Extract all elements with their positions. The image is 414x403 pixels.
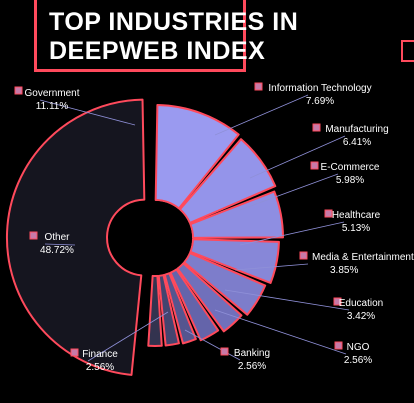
legend-marker-education [333, 297, 342, 306]
slice-value-e-commerce: 5.98% [336, 175, 364, 186]
legend-marker-government [14, 86, 23, 95]
title-frame: TOP INDUSTRIES IN DEEPWEB INDEX [34, 0, 298, 72]
donut-hole [118, 201, 192, 275]
slices-layer [5, 98, 284, 376]
leader-line-e-commerce [239, 173, 339, 211]
slice-label-other: Other [44, 232, 70, 243]
slice-value-manufacturing: 6.41% [343, 137, 371, 148]
slice-value-banking: 2.56% [238, 361, 266, 372]
leader-line-government [39, 99, 136, 126]
slice-e-commerce [189, 238, 280, 284]
slice-finance [147, 274, 163, 348]
slice-label-finance: Finance [82, 349, 118, 360]
slice-value-education: 3.42% [347, 311, 375, 322]
decorative-corner-frame [401, 40, 414, 62]
legend-marker-media-entertainment [299, 251, 308, 260]
leader-line-manufacturing [249, 135, 346, 179]
slice-label-ngo: NGO [347, 342, 370, 353]
slice-ngo [163, 272, 197, 345]
legend-marker-banking [220, 347, 229, 356]
legend-marker-manufacturing [312, 123, 321, 132]
slice-value-government: 11.11% [36, 101, 69, 112]
slice-value-finance: 2.56% [86, 362, 114, 373]
slice-label-media-entertainment: Media & Entertainment [312, 252, 414, 263]
slice-value-other: 48.72% [40, 245, 74, 256]
chart-title-line-1: TOP INDUSTRIES IN [49, 8, 299, 36]
leader-line-education [224, 289, 350, 311]
slice-education [169, 268, 220, 342]
slice-label-banking: Banking [234, 348, 270, 359]
slice-government [154, 104, 240, 210]
legend-marker-finance [70, 348, 79, 357]
slice-label-healthcare: Healthcare [332, 210, 381, 221]
slice-label-e-commerce: E-Commerce [321, 162, 380, 173]
slice-label-manufacturing: Manufacturing [325, 124, 388, 135]
leader-lines-layer [39, 94, 350, 362]
legend-marker-healthcare [324, 209, 333, 218]
slice-value-ngo: 2.56% [344, 355, 372, 366]
legend-marker-other [29, 231, 38, 240]
slice-value-information-technology: 7.69% [306, 96, 334, 107]
slice-label-information-technology: Information Technology [268, 83, 371, 94]
slice-value-healthcare: 5.13% [342, 223, 370, 234]
slice-information-technology [178, 138, 277, 224]
slice-label-education: Education [339, 298, 383, 309]
leader-line-banking [184, 329, 241, 361]
leader-line-other [44, 243, 76, 246]
slice-media-entertainment [176, 262, 243, 333]
labels-layer: Government 11.11% Information Technology 7.… [14, 82, 414, 373]
slice-other [5, 98, 146, 376]
legend-marker-information-technology [254, 82, 263, 91]
slice-value-media-entertainment: 3.85% [330, 265, 358, 276]
legend-marker-ngo [334, 341, 343, 350]
slice-banking [157, 274, 180, 347]
leader-line-ngo [214, 309, 347, 355]
leader-line-information-technology [214, 94, 309, 136]
slice-label-government: Government [24, 88, 79, 99]
leader-line-media-entertainment [234, 263, 309, 271]
legend-marker-e-commerce [310, 161, 319, 170]
leader-line-finance [87, 311, 169, 362]
leader-line-healthcare [239, 221, 345, 246]
chart-title-line-2: DEEPWEB INDEX [49, 37, 266, 65]
